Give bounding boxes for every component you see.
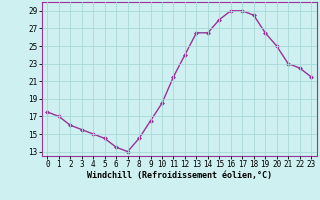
X-axis label: Windchill (Refroidissement éolien,°C): Windchill (Refroidissement éolien,°C) <box>87 171 272 180</box>
